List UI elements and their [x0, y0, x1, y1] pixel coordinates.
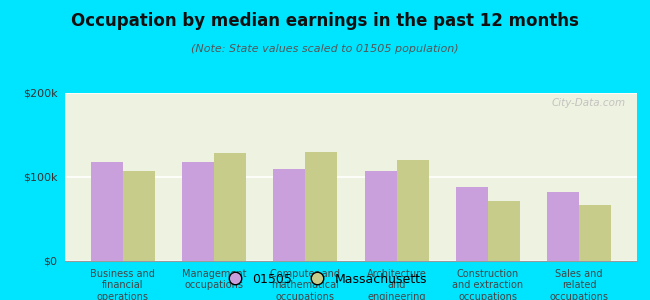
Bar — [306, 152, 337, 261]
Bar — [456, 187, 488, 261]
Bar — [214, 154, 246, 261]
Text: (Note: State values scaled to 01505 population): (Note: State values scaled to 01505 popu… — [191, 44, 459, 53]
Bar — [274, 169, 305, 261]
Bar — [547, 192, 579, 261]
Text: Occupation by median earnings in the past 12 months: Occupation by median earnings in the pas… — [71, 12, 579, 30]
Bar — [579, 205, 611, 261]
Bar — [123, 171, 155, 261]
Bar — [365, 171, 396, 261]
Legend: 01505, Massachusetts: 01505, Massachusetts — [218, 268, 432, 291]
Text: City-Data.com: City-Data.com — [551, 98, 625, 108]
Bar — [182, 162, 214, 261]
Bar — [396, 160, 428, 261]
Bar — [91, 162, 123, 261]
Bar — [488, 200, 520, 261]
